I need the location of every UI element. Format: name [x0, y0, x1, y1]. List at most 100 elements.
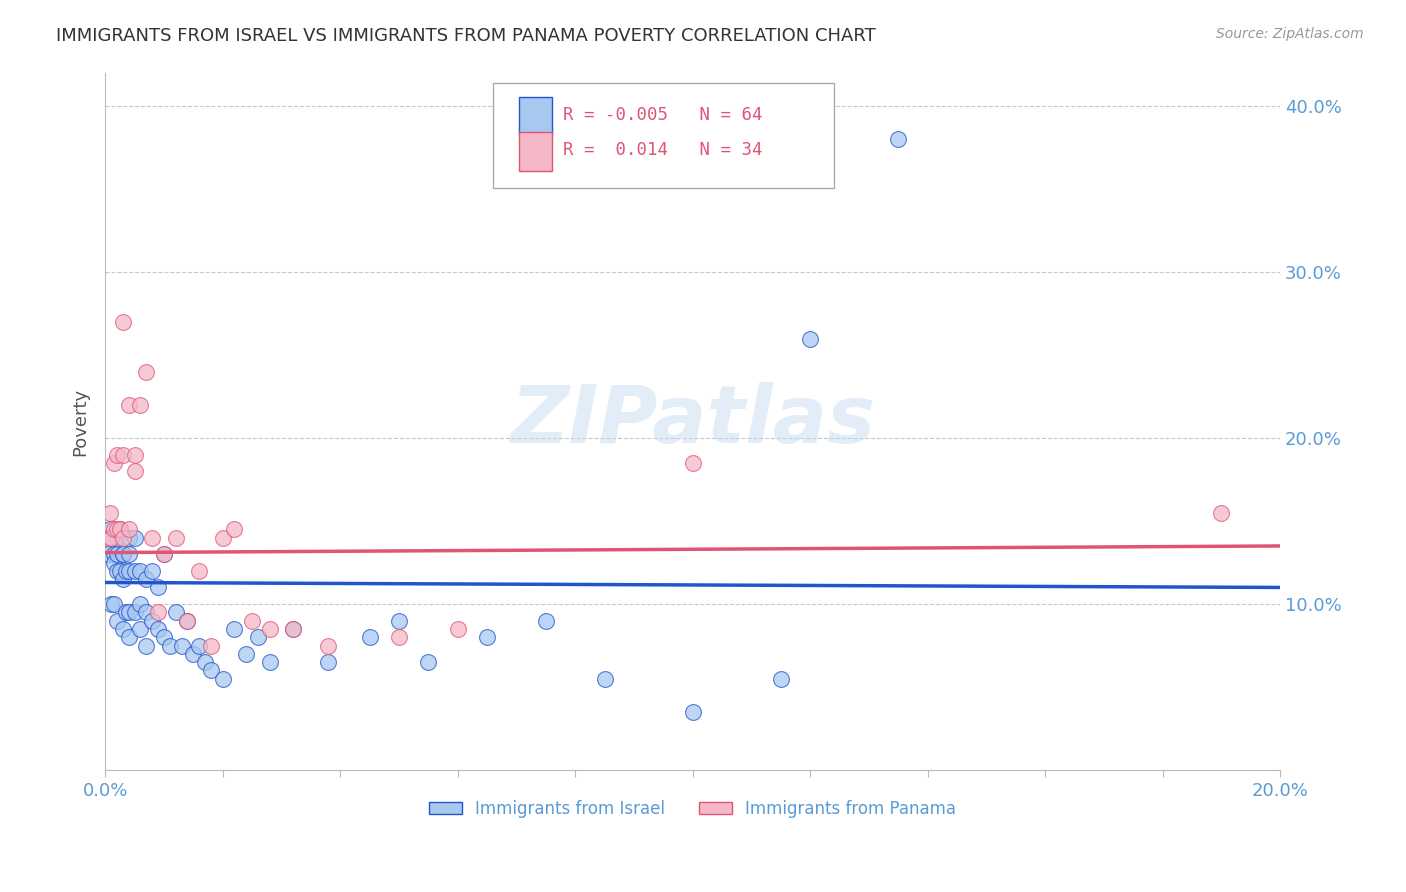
Point: [100, 597, 122, 611]
Point: [141, 614, 163, 628]
Point: [534, 614, 557, 628]
Point: [103, 456, 125, 470]
Point: [165, 531, 187, 545]
Point: [141, 531, 163, 545]
Point: [114, 564, 136, 578]
Point: [105, 547, 128, 561]
Point: [183, 647, 205, 661]
Point: [129, 564, 152, 578]
Point: [105, 564, 128, 578]
Y-axis label: Poverty: Poverty: [72, 387, 89, 456]
Point: [100, 531, 122, 545]
Point: [682, 456, 704, 470]
Bar: [519, 132, 551, 170]
Point: [118, 605, 141, 619]
Point: [105, 522, 128, 536]
Point: [188, 564, 211, 578]
Point: [98, 506, 121, 520]
Point: [129, 597, 152, 611]
Legend: Immigrants from Israel, Immigrants from Panama: Immigrants from Israel, Immigrants from …: [422, 793, 963, 824]
Point: [108, 564, 131, 578]
Point: [114, 605, 136, 619]
Point: [159, 639, 181, 653]
Point: [111, 547, 134, 561]
Point: [153, 547, 176, 561]
Point: [682, 705, 704, 719]
Point: [118, 522, 141, 536]
Point: [111, 315, 134, 329]
Point: [769, 672, 792, 686]
Point: [318, 655, 340, 669]
Point: [200, 664, 222, 678]
Point: [170, 639, 193, 653]
Point: [118, 547, 141, 561]
Point: [593, 672, 616, 686]
Point: [118, 531, 141, 545]
Point: [176, 614, 198, 628]
Point: [211, 672, 233, 686]
Point: [103, 597, 125, 611]
Text: R = -0.005   N = 64: R = -0.005 N = 64: [564, 106, 763, 124]
Point: [135, 572, 157, 586]
Point: [388, 614, 411, 628]
Point: [318, 639, 340, 653]
Bar: [519, 97, 551, 136]
Point: [111, 531, 134, 545]
Point: [165, 605, 187, 619]
Point: [105, 531, 128, 545]
Point: [224, 522, 246, 536]
Point: [799, 331, 821, 345]
Point: [887, 132, 910, 146]
Point: [194, 655, 217, 669]
Point: [246, 630, 269, 644]
Point: [240, 614, 263, 628]
Point: [103, 547, 125, 561]
Point: [475, 630, 498, 644]
Point: [153, 547, 176, 561]
Point: [98, 522, 121, 536]
Point: [103, 556, 125, 570]
Point: [129, 622, 152, 636]
Point: [135, 639, 157, 653]
FancyBboxPatch shape: [494, 84, 834, 188]
Point: [388, 630, 411, 644]
Point: [283, 622, 305, 636]
Point: [124, 564, 146, 578]
Point: [124, 605, 146, 619]
Point: [146, 581, 169, 595]
Point: [447, 622, 470, 636]
Point: [105, 614, 128, 628]
Point: [124, 448, 146, 462]
Point: [129, 398, 152, 412]
Point: [141, 564, 163, 578]
Point: [359, 630, 381, 644]
Text: ZIPatlas: ZIPatlas: [510, 383, 875, 460]
Point: [176, 614, 198, 628]
Point: [146, 605, 169, 619]
Point: [259, 655, 281, 669]
Point: [1211, 506, 1233, 520]
Text: IMMIGRANTS FROM ISRAEL VS IMMIGRANTS FROM PANAMA POVERTY CORRELATION CHART: IMMIGRANTS FROM ISRAEL VS IMMIGRANTS FRO…: [56, 27, 876, 45]
Point: [188, 639, 211, 653]
Point: [111, 547, 134, 561]
Point: [118, 564, 141, 578]
Point: [135, 605, 157, 619]
Point: [418, 655, 440, 669]
Point: [146, 622, 169, 636]
Point: [259, 622, 281, 636]
Point: [124, 531, 146, 545]
Point: [108, 522, 131, 536]
Point: [124, 464, 146, 478]
Point: [283, 622, 305, 636]
Point: [224, 622, 246, 636]
Point: [118, 398, 141, 412]
Point: [200, 639, 222, 653]
Point: [135, 365, 157, 379]
Point: [100, 531, 122, 545]
Point: [111, 622, 134, 636]
Point: [97, 547, 120, 561]
Point: [211, 531, 233, 545]
Point: [153, 630, 176, 644]
Point: [97, 531, 120, 545]
Point: [103, 522, 125, 536]
